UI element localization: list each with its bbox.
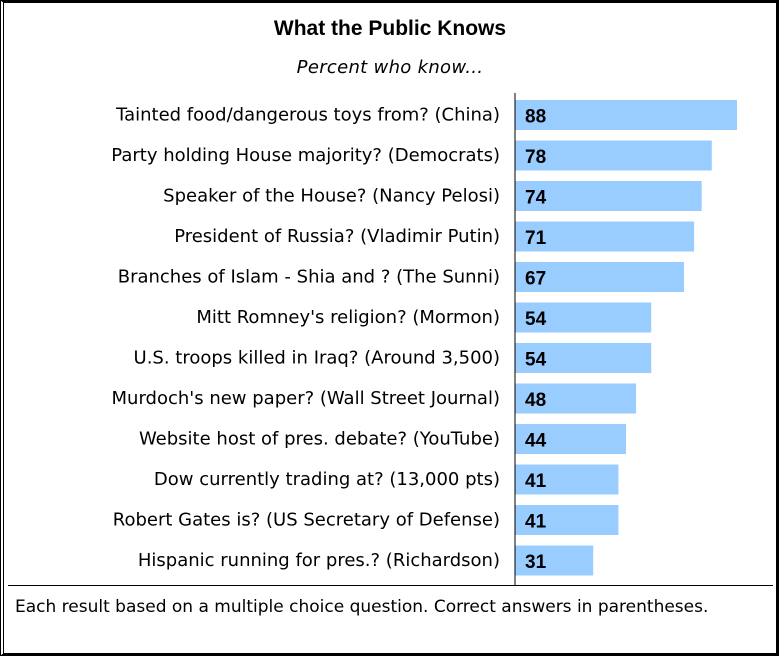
footnote-divider (8, 585, 773, 586)
data-label: 88 (525, 107, 546, 128)
data-label: 41 (525, 512, 547, 533)
category-label: U.S. troops killed in Iraq? (Around 3,50… (134, 348, 500, 369)
bar (515, 262, 685, 292)
data-label: 71 (525, 228, 547, 249)
data-label: 41 (525, 471, 547, 492)
data-label: 67 (525, 269, 546, 290)
data-label: 48 (525, 390, 546, 411)
category-label: Speaker of the House? (Nancy Pelosi) (163, 186, 500, 207)
category-label: Website host of pres. debate? (YouTube) (139, 429, 500, 450)
category-label: Branches of Islam - Shia and ? (The Sunn… (118, 267, 500, 288)
data-label: 44 (525, 431, 547, 452)
category-label: Robert Gates is? (US Secretary of Defens… (113, 510, 500, 531)
bar (515, 100, 737, 130)
bar (515, 140, 712, 171)
bar (515, 383, 637, 414)
category-label: President of Russia? (Vladimir Putin) (174, 226, 500, 247)
data-label: 78 (525, 147, 546, 168)
bar (515, 343, 652, 373)
data-label: 74 (525, 188, 547, 209)
data-label: 54 (525, 350, 547, 371)
bar (515, 505, 619, 535)
chart-title: What the Public Knows (273, 17, 507, 40)
bar (515, 464, 619, 495)
bar (515, 424, 626, 454)
category-label: Party holding House majority? (Democrats… (111, 145, 500, 166)
data-label: 54 (525, 309, 547, 330)
bar (515, 302, 652, 333)
bar (515, 221, 695, 252)
bar (515, 545, 594, 576)
category-label: Murdoch's new paper? (Wall Street Journa… (112, 388, 501, 409)
data-label: 31 (525, 552, 547, 573)
category-label: Dow currently trading at? (13,000 pts) (154, 469, 500, 490)
category-label: Hispanic running for pres.? (Richardson) (138, 550, 500, 571)
category-label: Tainted food/dangerous toys from? (China… (115, 105, 500, 126)
bar (515, 181, 702, 211)
category-label: Mitt Romney's religion? (Mormon) (196, 307, 500, 328)
chart-subtitle: Percent who know... (296, 57, 484, 78)
footnote: Each result based on a multiple choice q… (15, 597, 709, 617)
